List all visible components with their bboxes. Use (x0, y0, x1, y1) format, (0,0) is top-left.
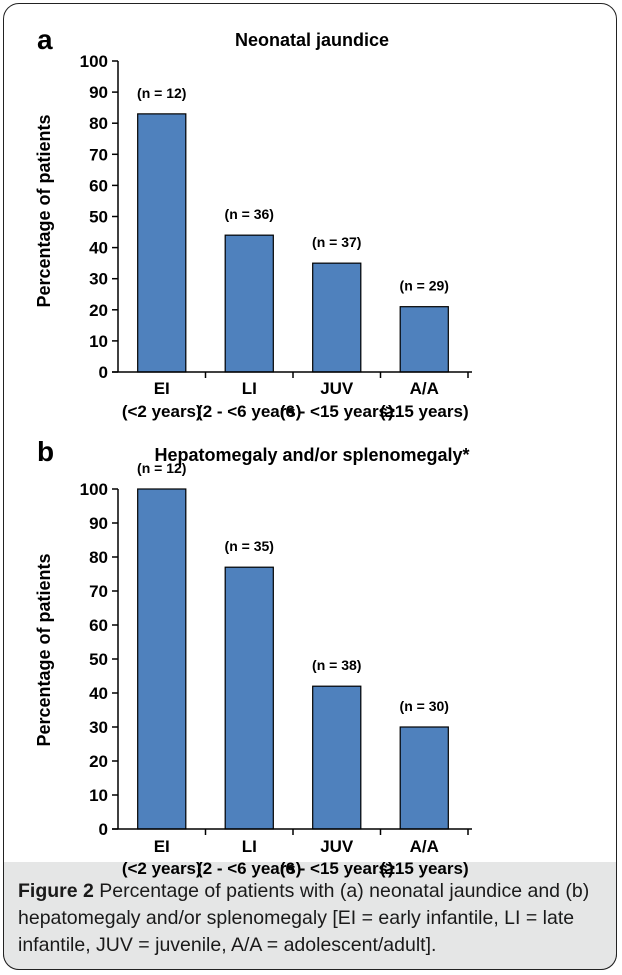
bar-a-0 (137, 113, 187, 373)
y-tick-label-b-9: 90 (89, 514, 108, 533)
bars-b (137, 488, 449, 830)
figure-caption: Figure 2 Percentage of patients with (a)… (18, 878, 608, 959)
x-tick-sublabel-b-3: (≥15 years) (380, 859, 469, 878)
y-tick-label-a-0: 0 (99, 363, 108, 382)
panel-letter-b: b (37, 436, 54, 467)
x-tick-label-a-2: JUV (320, 379, 354, 398)
x-ticks-a: EI (<2 years) LI (2 - <6 years) JUV (6 - <15 … (122, 372, 469, 421)
bar-b-0 (137, 488, 187, 830)
y-tick-label-b-0: 0 (99, 820, 108, 839)
chart-panel-b: b Hepatomegaly and/or splenomegaly* Perc… (34, 436, 472, 878)
bar-labels-b: (n = 12) (n = 35) (n = 38) (n = 30) (137, 460, 449, 714)
chart-title-a: Neonatal jaundice (235, 30, 389, 50)
bar-a-1 (224, 234, 274, 373)
y-tick-label-a-10: 100 (80, 52, 108, 71)
x-tick-sublabel-a-1: (2 - <6 years) (197, 402, 301, 421)
y-ticks-b: 0 10 20 30 40 50 60 70 80 90 100 (80, 480, 118, 839)
y-tick-label-b-2: 20 (89, 752, 108, 771)
y-tick-label-b-1: 10 (89, 786, 108, 805)
x-tick-label-b-1: LI (242, 837, 257, 856)
y-tick-label-b-7: 70 (89, 582, 108, 601)
bar-a-2 (312, 262, 362, 373)
y-tick-label-a-9: 90 (89, 83, 108, 102)
bar-label-b-0: (n = 12) (137, 460, 186, 476)
chart-title-b: Hepatomegaly and/or splenomegaly* (154, 445, 469, 465)
x-tick-label-a-3: A/A (410, 379, 439, 398)
x-tick-label-b-0: EI (154, 837, 170, 856)
y-tick-label-a-2: 20 (89, 301, 108, 320)
caption-label: Figure 2 (18, 880, 94, 902)
x-tick-sublabel-b-0: (<2 years) (122, 859, 202, 878)
y-tick-label-b-4: 40 (89, 684, 108, 703)
figure-frame (3, 3, 617, 970)
y-tick-label-b-6: 60 (89, 616, 108, 635)
bar-label-a-3: (n = 29) (400, 278, 449, 294)
y-axis-label-a: Percentage of patients (34, 114, 54, 307)
bar-b-1 (224, 566, 274, 830)
x-tick-sublabel-a-0: (<2 years) (122, 402, 202, 421)
bar-a-3 (399, 306, 449, 373)
y-tick-label-a-6: 60 (89, 176, 108, 195)
y-axis-label-b: Percentage of patients (34, 553, 54, 746)
x-tick-label-b-2: JUV (320, 837, 354, 856)
y-tick-label-b-8: 80 (89, 548, 108, 567)
y-tick-label-a-5: 50 (89, 208, 108, 227)
y-tick-label-a-7: 70 (89, 145, 108, 164)
x-ticks-b: EI (<2 years) LI (2 - <6 years) JUV (6 - <15 … (122, 829, 469, 878)
x-tick-sublabel-b-1: (2 - <6 years) (197, 859, 301, 878)
bar-b-3 (399, 726, 449, 830)
y-tick-label-a-3: 30 (89, 270, 108, 289)
bars-a (137, 113, 449, 373)
bar-b-2 (312, 685, 362, 830)
x-tick-sublabel-a-2: (6 - <15 years) (280, 402, 394, 421)
bar-label-b-2: (n = 38) (312, 657, 361, 673)
caption-panel (3, 862, 617, 970)
y-tick-label-a-4: 40 (89, 239, 108, 258)
x-tick-label-a-0: EI (154, 379, 170, 398)
x-tick-sublabel-a-3: (≥15 years) (380, 402, 469, 421)
y-ticks-a: 0 10 20 30 40 50 60 70 80 90 100 (80, 52, 118, 382)
x-tick-label-b-3: A/A (410, 837, 439, 856)
caption-text: Percentage of patients with (a) neonatal… (18, 880, 590, 956)
y-tick-label-b-5: 50 (89, 650, 108, 669)
y-tick-label-b-10: 100 (80, 480, 108, 499)
chart-panel-a: a Neonatal jaundice Percentage of patien… (34, 24, 472, 421)
bar-label-a-0: (n = 12) (137, 85, 186, 101)
x-tick-sublabel-b-2: (6 - <15 years) (280, 859, 394, 878)
y-tick-label-a-1: 10 (89, 332, 108, 351)
bar-label-b-3: (n = 30) (400, 698, 449, 714)
y-tick-label-a-8: 80 (89, 114, 108, 133)
bar-label-b-1: (n = 35) (225, 538, 274, 554)
bar-label-a-2: (n = 37) (312, 234, 361, 250)
bar-labels-a: (n = 12) (n = 36) (n = 37) (n = 29) (137, 85, 449, 294)
panel-letter-a: a (37, 24, 53, 55)
bar-label-a-1: (n = 36) (225, 206, 274, 222)
x-tick-label-a-1: LI (242, 379, 257, 398)
y-tick-label-b-3: 30 (89, 718, 108, 737)
